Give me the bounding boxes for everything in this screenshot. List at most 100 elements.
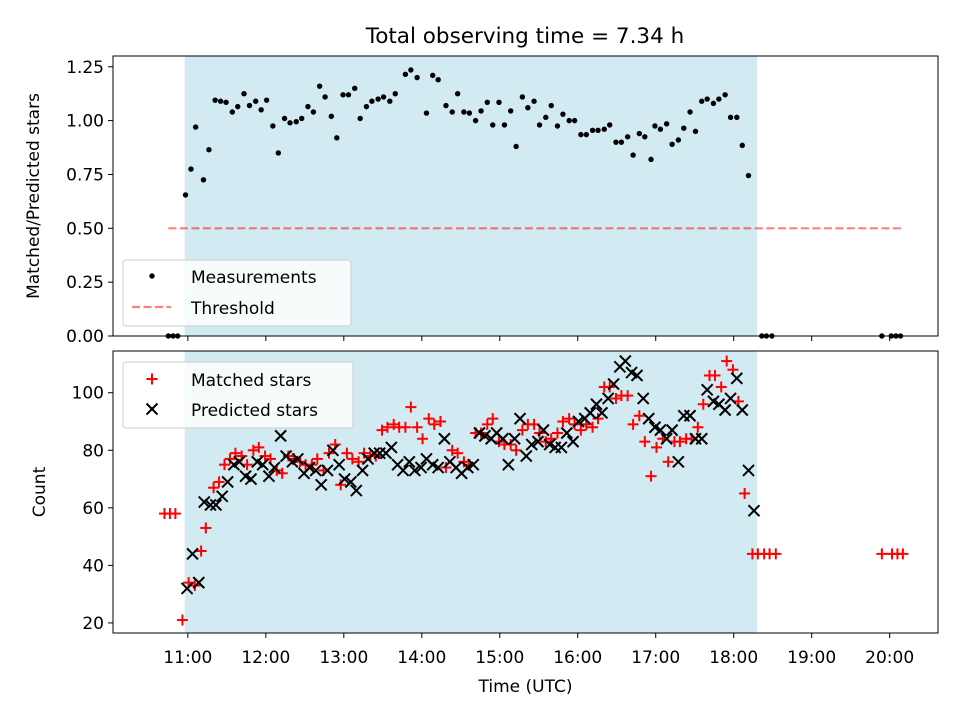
predicted-star-point bbox=[672, 455, 685, 468]
measurement-point bbox=[310, 109, 317, 115]
x-marker-b bbox=[607, 377, 620, 391]
predicted-star-point bbox=[332, 458, 346, 471]
x-marker-b bbox=[332, 458, 346, 471]
predicted-star-point bbox=[467, 458, 480, 471]
measurement-point bbox=[369, 98, 375, 104]
predicted-star-point bbox=[204, 498, 217, 512]
x-marker-b bbox=[742, 464, 755, 477]
predicted-star-point bbox=[262, 469, 276, 483]
x-marker-b bbox=[344, 475, 358, 489]
predicted-star-point bbox=[736, 403, 749, 417]
y-tick-label: 0.50 bbox=[66, 219, 104, 239]
x-marker-b bbox=[584, 406, 597, 420]
x-marker-b bbox=[619, 354, 632, 368]
measurement-point bbox=[595, 127, 601, 134]
y-tick-label: 40 bbox=[82, 556, 104, 576]
x-marker-b bbox=[396, 464, 410, 477]
measurement-point bbox=[316, 83, 323, 89]
measurement-point bbox=[657, 126, 664, 132]
measurement-point bbox=[618, 139, 625, 145]
matched-star-point bbox=[739, 487, 751, 499]
matched-star-point bbox=[516, 424, 528, 436]
matched-star-point bbox=[575, 424, 587, 436]
measurement-point bbox=[322, 94, 328, 100]
x-marker-b bbox=[473, 426, 486, 440]
y-tick-label: 0.75 bbox=[66, 165, 104, 185]
x-marker-b bbox=[414, 461, 428, 474]
measurement-point bbox=[722, 92, 728, 98]
x-marker-b bbox=[420, 452, 433, 466]
measurement-point bbox=[692, 128, 699, 135]
bottom-legend-box bbox=[122, 361, 354, 429]
legend-measurements-label: Measurements bbox=[191, 268, 317, 288]
x-marker-b bbox=[572, 415, 585, 428]
matched-star-point bbox=[195, 545, 207, 557]
predicted-star-point bbox=[186, 547, 199, 561]
measurement-point bbox=[414, 74, 420, 81]
y-tick-label: 80 bbox=[82, 441, 104, 461]
measurement-point bbox=[466, 110, 473, 116]
x-marker-b bbox=[508, 432, 521, 445]
matched-star-point bbox=[423, 413, 435, 425]
x-marker-b bbox=[560, 426, 574, 440]
measurement-point bbox=[182, 192, 189, 198]
x-marker-b bbox=[660, 432, 673, 445]
x-marker-b bbox=[279, 449, 293, 463]
matched-star-point bbox=[645, 470, 657, 482]
measurement-point bbox=[281, 115, 288, 122]
x-marker-b bbox=[449, 461, 463, 474]
predicted-star-point bbox=[180, 582, 194, 595]
x-marker-b bbox=[314, 478, 328, 492]
matched-star-point bbox=[276, 467, 288, 479]
x-marker-b bbox=[326, 444, 340, 457]
x-marker-b bbox=[291, 452, 305, 466]
predicted-star-point bbox=[326, 444, 340, 457]
x-marker-b bbox=[707, 395, 720, 408]
matched-star-point bbox=[674, 436, 686, 448]
x-marker-b bbox=[642, 412, 655, 425]
measurement-point bbox=[263, 97, 270, 103]
x-marker-b bbox=[672, 455, 685, 468]
measurement-point bbox=[716, 96, 722, 102]
matched-star-point bbox=[651, 441, 663, 453]
measurement-point bbox=[560, 111, 566, 117]
x-tick-label: 13:00 bbox=[319, 648, 368, 668]
matched-star-point bbox=[335, 479, 347, 491]
predicted-star-point bbox=[502, 458, 515, 471]
predicted-star-point bbox=[660, 432, 673, 445]
matched-star-point bbox=[587, 421, 599, 433]
x-marker-b bbox=[654, 423, 667, 437]
predicted-star-point bbox=[268, 461, 281, 474]
matched-star-point bbox=[876, 548, 888, 560]
x-tick-label: 20:00 bbox=[865, 648, 914, 668]
measurement-point bbox=[642, 134, 648, 140]
measurement-point bbox=[687, 109, 693, 115]
bottom-panel: 20 40 60 80 100 11:00 12:00 13:00 14:00 15:00 16:… bbox=[30, 350, 939, 697]
x-marker-b bbox=[350, 484, 363, 497]
x-marker-b bbox=[274, 429, 287, 443]
x-marker-b bbox=[385, 441, 398, 454]
predicted-star-point bbox=[368, 446, 381, 460]
matched-star-point bbox=[435, 416, 447, 427]
predicted-star-point bbox=[508, 432, 521, 445]
measurement-point bbox=[630, 152, 636, 158]
measurement-point bbox=[548, 102, 554, 109]
measurement-point bbox=[607, 122, 613, 128]
measurement-point bbox=[536, 122, 543, 128]
bottom-y-axis-label: Count bbox=[30, 466, 50, 517]
matched-star-point bbox=[557, 416, 569, 427]
measurement-point bbox=[229, 109, 236, 115]
measurement-point bbox=[675, 137, 682, 143]
predicted-star-point bbox=[555, 441, 568, 454]
matched-star-point bbox=[897, 548, 909, 560]
x-marker-b bbox=[262, 469, 276, 483]
measurement-point bbox=[554, 123, 561, 129]
measurement-point bbox=[258, 107, 264, 113]
measurement-point bbox=[200, 177, 207, 183]
measurement-point bbox=[669, 141, 675, 148]
predicted-star-point bbox=[496, 432, 510, 445]
top-axes-frame bbox=[112, 55, 939, 337]
top-data-layer bbox=[165, 67, 904, 339]
predicted-star-point bbox=[531, 435, 545, 448]
